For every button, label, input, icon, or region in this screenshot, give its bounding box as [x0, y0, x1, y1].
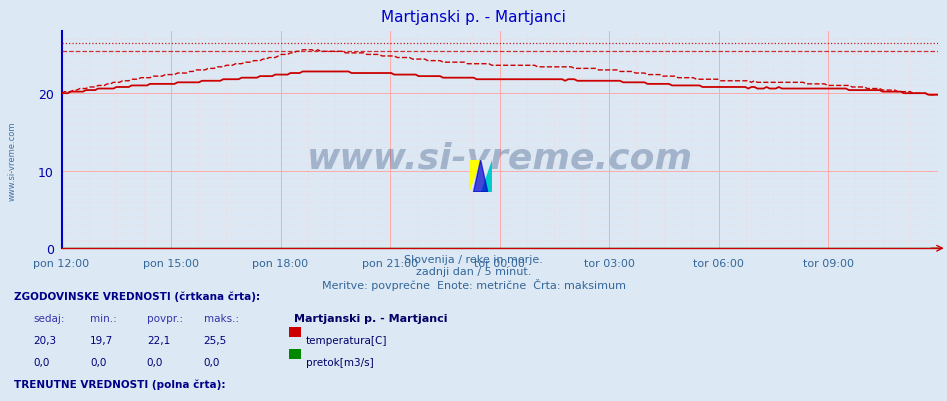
Text: 20,3: 20,3: [33, 335, 56, 345]
Polygon shape: [469, 160, 481, 192]
Text: pretok[m3/s]: pretok[m3/s]: [306, 357, 374, 367]
Text: 0,0: 0,0: [204, 357, 220, 367]
Text: zadnji dan / 5 minut.: zadnji dan / 5 minut.: [416, 267, 531, 277]
Text: povpr.:: povpr.:: [147, 313, 183, 323]
Text: temperatura[C]: temperatura[C]: [306, 335, 387, 345]
Polygon shape: [474, 160, 488, 192]
Text: 0,0: 0,0: [33, 357, 49, 367]
Text: TRENUTNE VREDNOSTI (polna črta):: TRENUTNE VREDNOSTI (polna črta):: [14, 379, 225, 389]
Polygon shape: [481, 160, 492, 192]
Text: www.si-vreme.com: www.si-vreme.com: [307, 141, 692, 174]
Text: www.si-vreme.com: www.si-vreme.com: [8, 121, 17, 200]
Text: ZGODOVINSKE VREDNOSTI (črtkana črta):: ZGODOVINSKE VREDNOSTI (črtkana črta):: [14, 291, 260, 301]
Text: min.:: min.:: [90, 313, 116, 323]
Text: Martjanski p. - Martjanci: Martjanski p. - Martjanci: [294, 313, 447, 323]
Text: Meritve: povprečne  Enote: metrične  Črta: maksimum: Meritve: povprečne Enote: metrične Črta:…: [321, 279, 626, 291]
Text: 22,1: 22,1: [147, 335, 170, 345]
Text: 25,5: 25,5: [204, 335, 227, 345]
Text: 0,0: 0,0: [147, 357, 163, 367]
Text: maks.:: maks.:: [204, 313, 239, 323]
Text: 0,0: 0,0: [90, 357, 106, 367]
Text: 19,7: 19,7: [90, 335, 114, 345]
Text: Slovenija / reke in morje.: Slovenija / reke in morje.: [404, 255, 543, 265]
Text: sedaj:: sedaj:: [33, 313, 64, 323]
Text: Martjanski p. - Martjanci: Martjanski p. - Martjanci: [381, 10, 566, 25]
